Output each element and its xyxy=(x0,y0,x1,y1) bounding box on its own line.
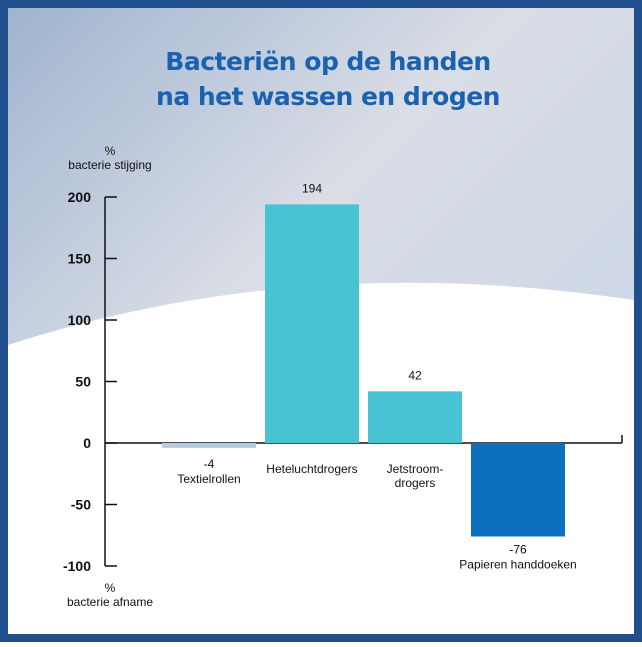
bar xyxy=(162,443,256,448)
y-tick-label: 150 xyxy=(68,251,92,267)
x-tick-label: Textielrollen xyxy=(177,472,240,486)
bar xyxy=(368,391,462,443)
value-label: -76 xyxy=(509,542,527,556)
page: {"chart_data": {"type": "bar", "title": … xyxy=(0,0,642,642)
x-tick-label: Papieren handdoeken xyxy=(459,557,576,571)
y-tick-label: 50 xyxy=(75,374,91,390)
x-tick-label: Jetstroom-drogers xyxy=(387,462,444,490)
y-tick-label: 100 xyxy=(68,312,92,328)
bar xyxy=(471,443,565,536)
value-label: 42 xyxy=(408,368,422,382)
x-tick-label: Heteluchtdrogers xyxy=(266,462,357,476)
bar xyxy=(265,204,359,443)
y-tick-label: -50 xyxy=(71,497,91,513)
value-label: -4 xyxy=(204,457,215,471)
y-tick-label: -100 xyxy=(63,558,91,574)
chart: Bacteriën op de handenna het wassen en d… xyxy=(0,0,642,642)
y-tick-label: 200 xyxy=(68,189,92,205)
value-label: 194 xyxy=(302,181,322,195)
y-tick-label: 0 xyxy=(83,435,91,451)
